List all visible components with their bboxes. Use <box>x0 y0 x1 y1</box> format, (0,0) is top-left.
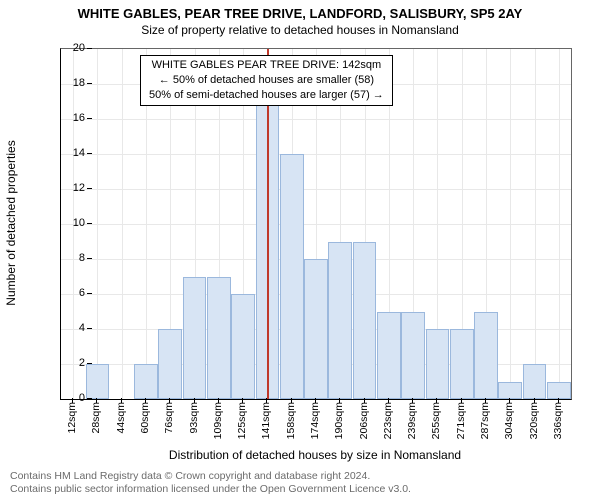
gridline-v <box>122 49 123 399</box>
y-tick-label: 16 <box>55 112 85 124</box>
histogram-bar <box>231 294 255 399</box>
histogram-bar <box>474 312 498 400</box>
x-tick-label: 76sqm <box>163 402 175 434</box>
gridline-v <box>559 49 560 399</box>
y-tick-label: 18 <box>55 77 85 89</box>
x-tick-label: 174sqm <box>309 402 321 439</box>
y-axis-label: Number of detached properties <box>4 48 18 398</box>
histogram-bar <box>183 277 207 400</box>
x-tick-label: 125sqm <box>236 402 248 439</box>
annotation-box: WHITE GABLES PEAR TREE DRIVE: 142sqm ← 5… <box>140 55 393 106</box>
histogram-bar <box>280 154 304 399</box>
y-tick-label: 6 <box>55 287 85 299</box>
histogram-bar <box>547 382 571 400</box>
x-tick-label: 93sqm <box>188 402 200 434</box>
y-tick-label: 8 <box>55 252 85 264</box>
histogram-bar <box>353 242 377 400</box>
x-tick-label: 158sqm <box>285 402 297 439</box>
histogram-bar <box>450 329 474 399</box>
histogram-bar <box>158 329 182 399</box>
y-tick-label: 20 <box>55 42 85 54</box>
histogram-bar <box>328 242 352 400</box>
annotation-line1: WHITE GABLES PEAR TREE DRIVE: 142sqm <box>149 58 384 73</box>
histogram-bar <box>304 259 328 399</box>
x-axis-label: Distribution of detached houses by size … <box>60 448 570 462</box>
chart-title: WHITE GABLES, PEAR TREE DRIVE, LANDFORD,… <box>0 0 600 21</box>
x-tick-label: 336sqm <box>552 402 564 439</box>
x-tick-label: 206sqm <box>358 402 370 439</box>
histogram-bar <box>86 364 110 399</box>
footer-line2: Contains public sector information licen… <box>10 483 411 496</box>
y-tick-label: 4 <box>55 322 85 334</box>
x-tick-label: 28sqm <box>90 402 102 434</box>
annotation-line3: 50% of semi-detached houses are larger (… <box>149 88 384 103</box>
x-tick-label: 109sqm <box>212 402 224 439</box>
x-tick-label: 12sqm <box>66 402 78 434</box>
x-tick-label: 44sqm <box>115 402 127 434</box>
x-tick-label: 320sqm <box>528 402 540 439</box>
gridline-v <box>97 49 98 399</box>
x-tick-label: 223sqm <box>382 402 394 439</box>
y-tick-label: 2 <box>55 357 85 369</box>
gridline-v <box>535 49 536 399</box>
chart-subtitle: Size of property relative to detached ho… <box>0 21 600 37</box>
histogram-bar <box>401 312 425 400</box>
x-tick-label: 255sqm <box>430 402 442 439</box>
x-tick-label: 239sqm <box>406 402 418 439</box>
x-tick-label: 190sqm <box>333 402 345 439</box>
x-tick-label: 60sqm <box>139 402 151 434</box>
histogram-bar <box>134 364 158 399</box>
histogram-bar <box>498 382 522 400</box>
footer-attribution: Contains HM Land Registry data © Crown c… <box>10 470 411 496</box>
x-tick-label: 271sqm <box>455 402 467 439</box>
footer-line1: Contains HM Land Registry data © Crown c… <box>10 470 411 483</box>
histogram-bar <box>426 329 450 399</box>
histogram-bar <box>523 364 547 399</box>
x-tick-label: 287sqm <box>479 402 491 439</box>
annotation-line2: ← 50% of detached houses are smaller (58… <box>149 73 384 88</box>
gridline-v <box>510 49 511 399</box>
y-tick-label: 10 <box>55 217 85 229</box>
y-tick-label: 14 <box>55 147 85 159</box>
histogram-bar <box>207 277 231 400</box>
x-tick-label: 141sqm <box>260 402 272 439</box>
y-tick-label: 12 <box>55 182 85 194</box>
x-tick-label: 304sqm <box>503 402 515 439</box>
histogram-bar <box>377 312 401 400</box>
